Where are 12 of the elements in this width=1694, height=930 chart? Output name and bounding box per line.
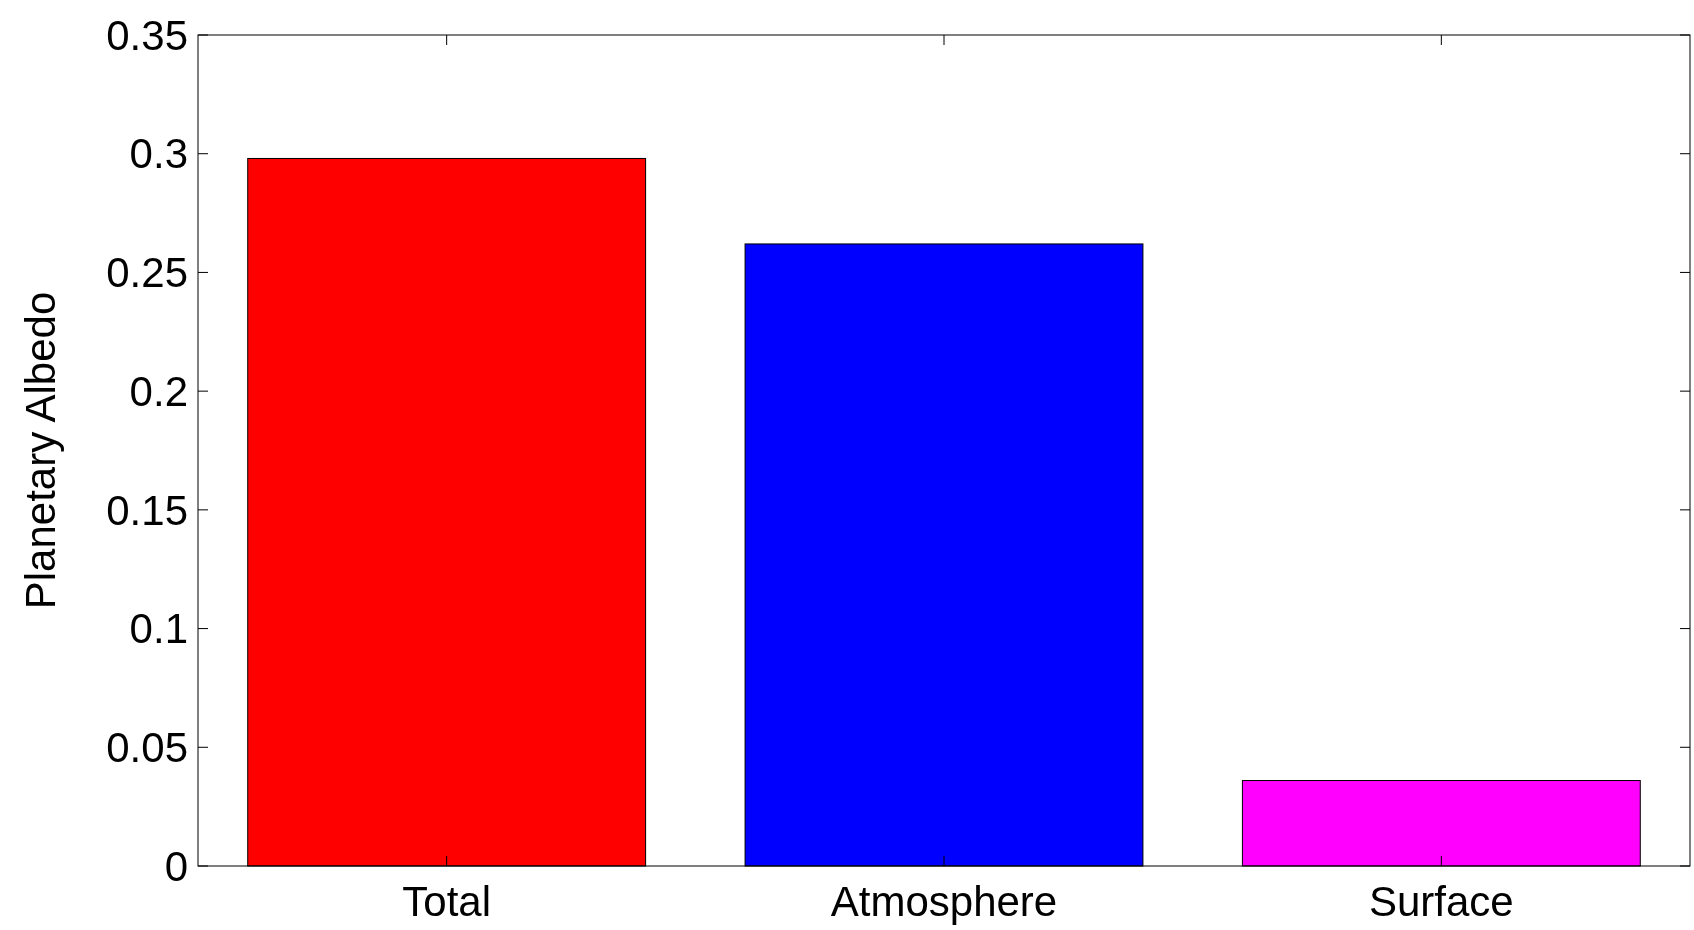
x-tick-label: Surface — [1368, 878, 1514, 925]
x-tick-label: Atmosphere — [830, 878, 1058, 925]
y-tick-label: 0.3 — [129, 130, 188, 178]
y-tick-label: 0 — [164, 842, 188, 890]
y-axis-title: Planetary Albedo — [17, 291, 64, 610]
y-tick-label: 0.05 — [106, 723, 188, 771]
y-tick-label: 0.1 — [129, 605, 188, 653]
y-tick-label: 0.15 — [106, 486, 188, 534]
y-tick-label: 0.25 — [106, 249, 188, 297]
y-tick-label: 0.35 — [106, 11, 188, 59]
y-tick-label: 0.2 — [129, 367, 188, 415]
x-tick-label: Total — [402, 878, 492, 925]
